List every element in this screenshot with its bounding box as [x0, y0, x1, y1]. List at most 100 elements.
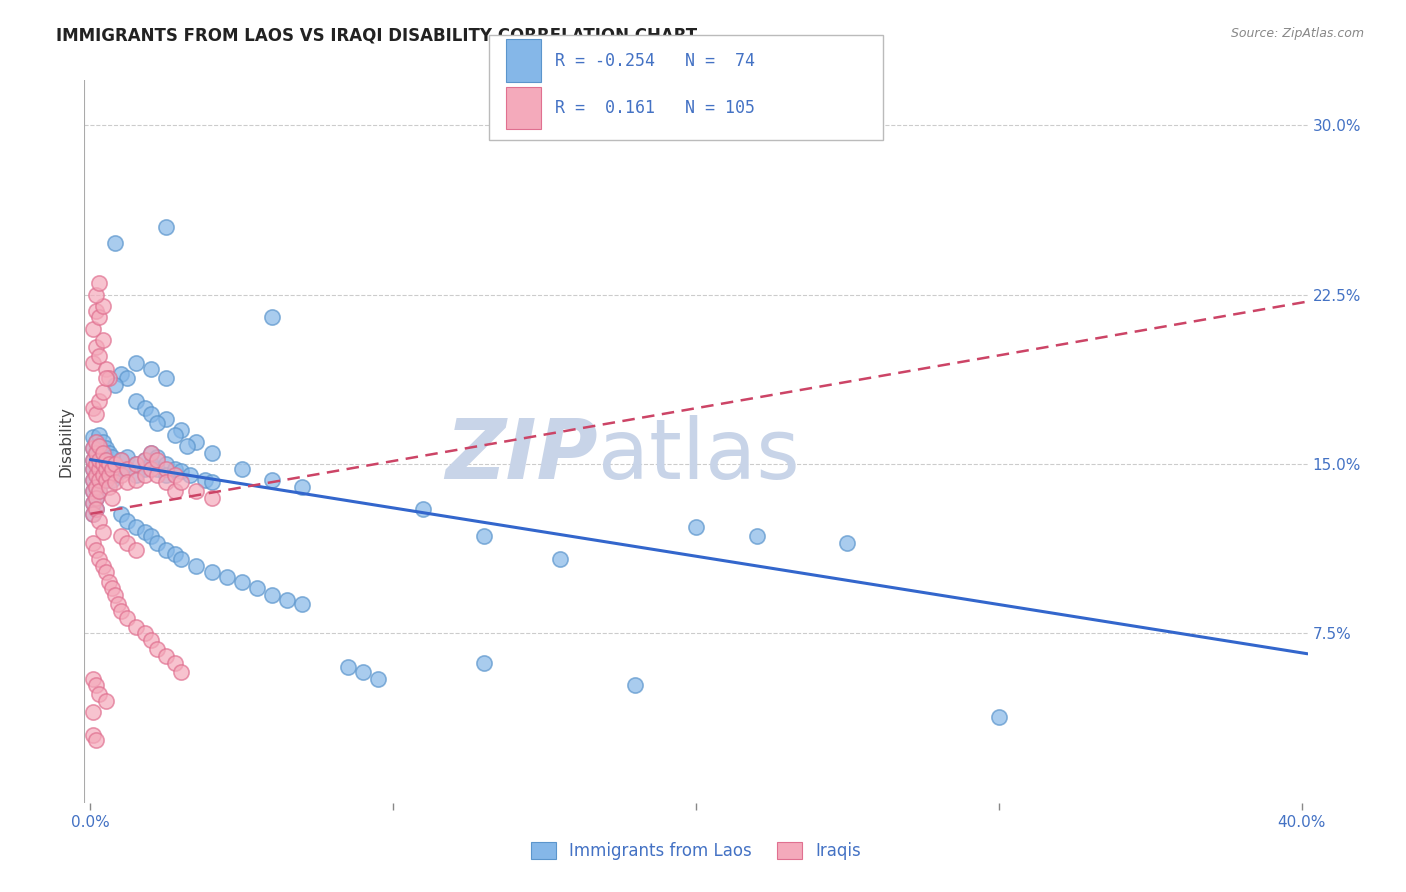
- Point: [548, 552, 571, 566]
- Point: [86, 446, 108, 460]
- Point: [89, 393, 111, 408]
- Point: [82, 706, 104, 720]
- Point: [82, 484, 104, 499]
- Point: [472, 529, 495, 543]
- Point: [262, 310, 284, 325]
- Point: [125, 468, 148, 483]
- Point: [155, 457, 177, 471]
- Point: [89, 452, 111, 467]
- Point: [82, 495, 104, 509]
- Point: [139, 362, 162, 376]
- Point: [89, 552, 111, 566]
- Point: [104, 457, 127, 471]
- Point: [336, 660, 359, 674]
- Point: [91, 434, 114, 449]
- Point: [82, 728, 104, 742]
- Text: R =  0.161   N = 105: R = 0.161 N = 105: [555, 99, 755, 117]
- Point: [82, 355, 104, 369]
- Point: [115, 371, 138, 385]
- Point: [170, 464, 193, 478]
- Point: [291, 480, 314, 494]
- Point: [86, 408, 108, 422]
- Point: [200, 475, 222, 490]
- Text: IMMIGRANTS FROM LAOS VS IRAQI DISABILITY CORRELATION CHART: IMMIGRANTS FROM LAOS VS IRAQI DISABILITY…: [56, 27, 697, 45]
- Point: [134, 468, 156, 483]
- Point: [91, 457, 114, 471]
- Point: [139, 446, 162, 460]
- Point: [186, 558, 208, 573]
- Point: [155, 220, 177, 235]
- Point: [472, 656, 495, 670]
- Point: [89, 484, 111, 499]
- Point: [86, 457, 108, 471]
- Point: [94, 442, 117, 456]
- Point: [86, 457, 108, 471]
- Point: [745, 529, 768, 543]
- Point: [186, 434, 208, 449]
- Point: [139, 408, 162, 422]
- Point: [86, 502, 108, 516]
- Point: [155, 412, 177, 426]
- Point: [94, 452, 117, 467]
- Point: [82, 321, 104, 335]
- Point: [94, 473, 117, 487]
- Point: [125, 457, 148, 471]
- Point: [139, 529, 162, 543]
- Point: [146, 468, 169, 483]
- Point: [194, 473, 217, 487]
- Point: [155, 542, 177, 557]
- Point: [86, 491, 108, 505]
- Point: [155, 461, 177, 475]
- Point: [110, 367, 132, 381]
- Point: [170, 475, 193, 490]
- Point: [82, 495, 104, 509]
- Point: [82, 442, 104, 456]
- Point: [125, 520, 148, 534]
- Point: [165, 468, 187, 483]
- Point: [246, 582, 269, 596]
- Point: [110, 452, 132, 467]
- Point: [146, 461, 169, 475]
- Point: [125, 457, 148, 471]
- Point: [104, 235, 127, 250]
- Point: [685, 520, 707, 534]
- Point: [94, 371, 117, 385]
- Point: [107, 597, 129, 611]
- Point: [155, 371, 177, 385]
- Point: [82, 401, 104, 415]
- Point: [139, 461, 162, 475]
- Point: [155, 475, 177, 490]
- Point: [91, 446, 114, 460]
- Point: [110, 468, 132, 483]
- Point: [125, 620, 148, 634]
- Point: [86, 480, 108, 494]
- Point: [100, 473, 122, 487]
- Point: [146, 417, 169, 431]
- Point: [94, 452, 117, 467]
- Point: [262, 588, 284, 602]
- Text: Source: ZipAtlas.com: Source: ZipAtlas.com: [1230, 27, 1364, 40]
- Point: [86, 732, 108, 747]
- Point: [134, 524, 156, 539]
- Point: [165, 461, 187, 475]
- Point: [89, 310, 111, 325]
- Point: [115, 461, 138, 475]
- Point: [89, 427, 111, 442]
- Y-axis label: Disability: Disability: [58, 406, 73, 477]
- Point: [146, 536, 169, 550]
- Point: [165, 656, 187, 670]
- Point: [139, 633, 162, 648]
- Point: [231, 574, 253, 589]
- Point: [146, 450, 169, 465]
- Point: [82, 430, 104, 444]
- Point: [170, 665, 193, 679]
- Point: [110, 452, 132, 467]
- Point: [262, 473, 284, 487]
- Point: [97, 457, 120, 471]
- Point: [115, 475, 138, 490]
- Point: [200, 446, 222, 460]
- Point: [91, 384, 114, 399]
- Point: [125, 542, 148, 557]
- Point: [215, 570, 238, 584]
- Point: [165, 484, 187, 499]
